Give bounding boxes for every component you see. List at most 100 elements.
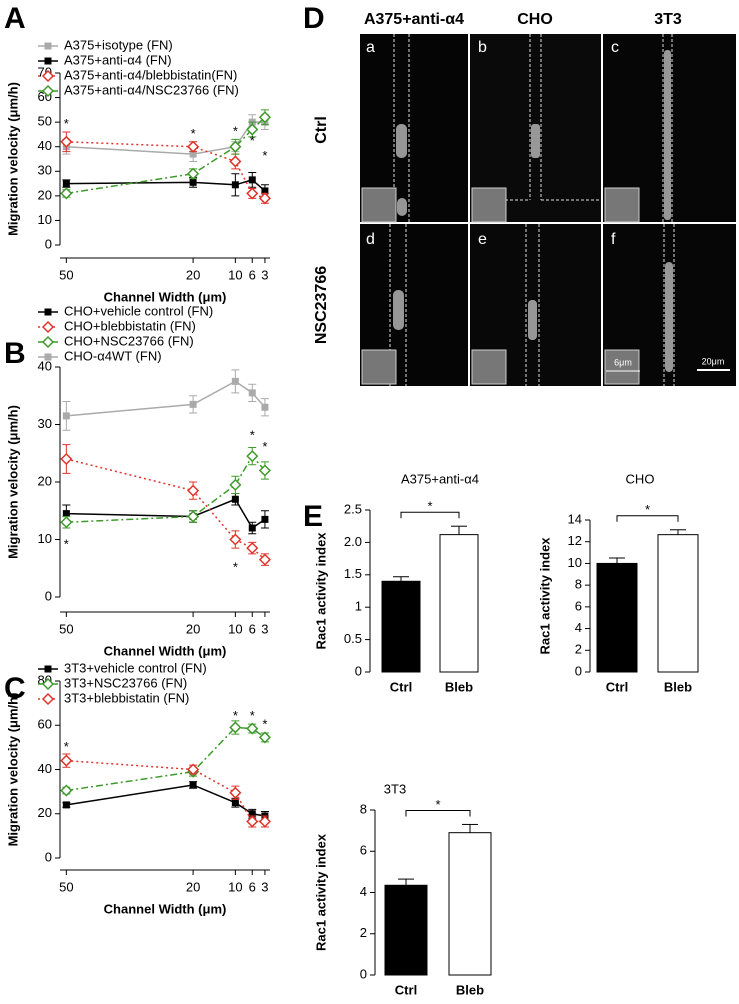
x-axis-label: Channel Width (μm) xyxy=(104,901,227,916)
panel-letter: C xyxy=(4,672,26,705)
marker xyxy=(258,731,271,744)
legend-marker xyxy=(44,665,52,673)
x-axis-label: Channel Width (μm) xyxy=(104,289,227,304)
series-line xyxy=(66,116,266,195)
marker xyxy=(62,412,70,420)
series-line xyxy=(66,726,266,792)
x-tick-label: Ctrl xyxy=(395,982,417,997)
legend-label: 3T3+vehicle control (FN) xyxy=(64,660,207,675)
y-tick-label: 1.5 xyxy=(344,566,362,581)
marker xyxy=(261,403,269,411)
y-tick-label: 0 xyxy=(575,663,582,678)
x-tick-label: 10 xyxy=(228,621,242,636)
marker xyxy=(60,754,73,767)
marker xyxy=(248,524,256,532)
significance-bracket xyxy=(405,809,471,817)
legend-label: CHO+vehicle control (FN) xyxy=(64,303,213,318)
legend-label: CHO+blebbistatin (FN) xyxy=(64,318,196,333)
marker xyxy=(189,400,197,408)
x-tick-label: 3 xyxy=(261,267,268,282)
panel-sub-letter: e xyxy=(478,231,487,248)
y-tick-label: 0 xyxy=(355,663,362,678)
significance-star: * xyxy=(233,123,238,138)
y-tick-label: 20 xyxy=(38,473,52,488)
x-tick-label: 6 xyxy=(249,267,256,282)
panel-sub-letter: b xyxy=(478,39,487,56)
bar xyxy=(657,534,699,673)
significance-star: * xyxy=(64,739,69,754)
panel-letter: E xyxy=(303,500,323,533)
micrographs: A375+anti-α4 CHO 3T3 Ctrl NSC23766 xyxy=(313,11,736,386)
marker xyxy=(60,187,73,200)
y-tick-label: 0 xyxy=(45,849,52,864)
x-tick-label: 10 xyxy=(228,879,242,894)
legend-marker xyxy=(41,320,55,334)
bar xyxy=(381,580,421,673)
marker xyxy=(258,553,271,566)
legend-marker xyxy=(41,692,55,706)
y-tick-label: 40 xyxy=(38,761,52,776)
panel-sub-letter: f xyxy=(611,231,616,248)
y-tick-label: 6 xyxy=(575,598,582,613)
y-axis-label: Migration velocity (μm/h) xyxy=(5,82,20,236)
legend-marker xyxy=(44,353,52,361)
marker xyxy=(62,180,70,188)
y-tick-label: 50 xyxy=(38,114,52,129)
significance-star: * xyxy=(262,439,267,454)
column-label: CHO xyxy=(517,11,553,28)
marker xyxy=(229,155,242,168)
marker xyxy=(229,533,242,546)
legend-label: A375+anti-α4/NSC23766 (FN) xyxy=(64,82,239,97)
bar xyxy=(448,832,492,976)
y-tick-label: 20 xyxy=(38,187,52,202)
y-tick-label: 2 xyxy=(575,642,582,657)
marker xyxy=(248,810,256,818)
marker xyxy=(60,452,73,466)
marker xyxy=(229,721,242,734)
bar xyxy=(384,884,428,976)
significance-star: * xyxy=(250,427,255,442)
y-tick-label: 60 xyxy=(38,717,52,732)
legend-marker xyxy=(44,308,52,316)
x-tick-label: 50 xyxy=(59,879,73,894)
y-tick-label: 30 xyxy=(38,163,52,178)
significance-star: * xyxy=(645,502,650,517)
scale-label: 20μm xyxy=(702,356,725,366)
marker xyxy=(60,784,73,797)
significance-star: * xyxy=(233,560,238,575)
x-tick-label: 50 xyxy=(59,621,73,636)
x-axis-label: Channel Width (μm) xyxy=(104,643,227,658)
panel-letter: A xyxy=(4,2,26,35)
y-tick-label: 4 xyxy=(575,620,582,635)
column-label: A375+anti-α4 xyxy=(364,11,464,28)
y-tick-label: 10 xyxy=(38,531,52,546)
marker xyxy=(60,516,73,529)
marker xyxy=(187,510,200,523)
y-axis-label: Rac1 activity index xyxy=(537,537,552,655)
marker xyxy=(231,377,239,385)
marker xyxy=(187,167,200,180)
significance-star: * xyxy=(64,116,69,131)
y-tick-label: 10 xyxy=(568,555,582,570)
significance-star: * xyxy=(262,717,267,732)
marker xyxy=(229,140,242,153)
legend-label: 3T3+NSC23766 (FN) xyxy=(64,675,187,690)
row-label: NSC23766 xyxy=(313,266,330,344)
panel-letter: D xyxy=(303,2,325,35)
panel-letter: B xyxy=(4,337,26,370)
row-label: Ctrl xyxy=(313,116,330,144)
significance-star: * xyxy=(250,708,255,723)
marker xyxy=(261,187,269,195)
x-tick-label: Bleb xyxy=(445,679,473,694)
marker xyxy=(231,799,239,807)
y-axis-label: Migration velocity (μm/h) xyxy=(5,405,20,559)
y-tick-label: 20 xyxy=(38,805,52,820)
x-tick-label: Bleb xyxy=(456,982,484,997)
scale-label: 6μm xyxy=(614,357,632,367)
marker xyxy=(60,135,73,148)
marker xyxy=(229,478,242,491)
significance-star: * xyxy=(262,148,267,163)
legend-label: A375+isotype (FN) xyxy=(64,37,173,52)
significance-star: * xyxy=(233,708,238,723)
